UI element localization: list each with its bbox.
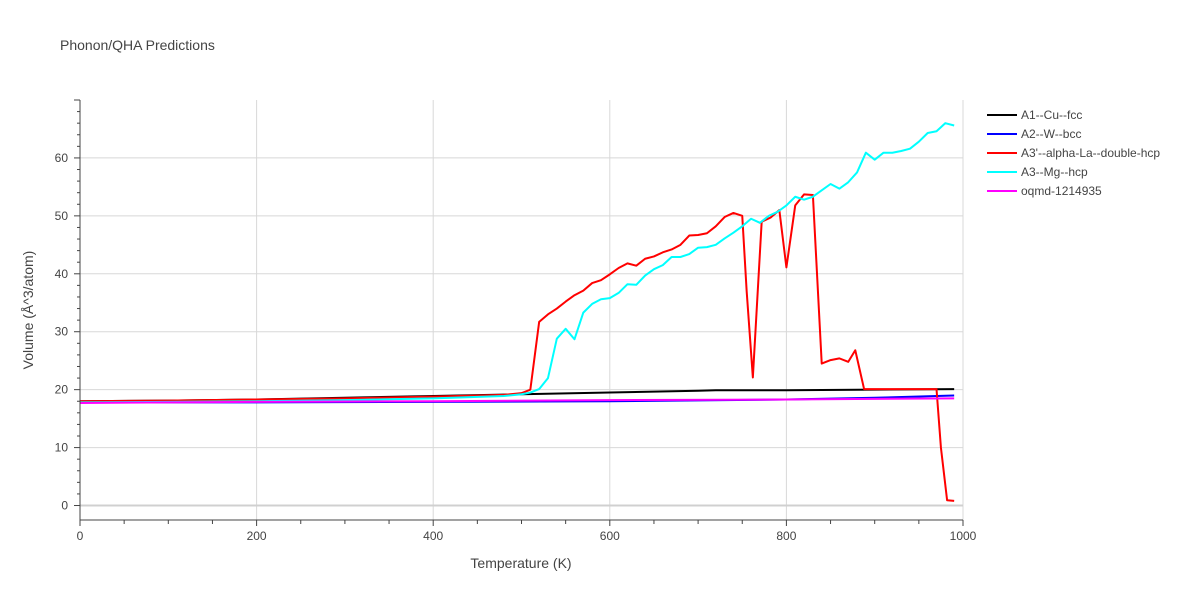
legend-label: A3'--alpha-La--double-hcp — [1021, 146, 1160, 160]
legend-label: oqmd-1214935 — [1021, 184, 1102, 198]
axes: 0 200 400 600 800 1000 0 10 20 30 40 50 60 — [55, 99, 977, 543]
x-tick-label: 1000 — [950, 529, 977, 543]
y-tick-label: 20 — [55, 383, 69, 397]
x-tick-label: 800 — [776, 529, 796, 543]
legend-label: A3--Mg--hcp — [1021, 165, 1088, 179]
y-tick-label: 0 — [61, 499, 68, 513]
y-tick-label: 10 — [55, 441, 69, 455]
chart-title: Phonon/QHA Predictions — [60, 37, 215, 53]
series-line-3[interactable] — [79, 193, 955, 502]
series-line-4[interactable] — [79, 122, 955, 404]
y-tick-label: 50 — [55, 209, 69, 223]
y-tick-label: 30 — [55, 325, 69, 339]
series-layer — [79, 122, 955, 502]
y-axis-title: Volume (Å^3/atom) — [20, 251, 36, 370]
x-tick-label: 200 — [247, 529, 267, 543]
x-tick-label: 0 — [77, 529, 84, 543]
legend-item[interactable]: A2--W--bcc — [987, 127, 1081, 141]
y-tick-label: 40 — [55, 267, 69, 281]
series-line-5[interactable] — [79, 397, 955, 404]
legend-item[interactable]: A3--Mg--hcp — [987, 165, 1088, 179]
legend-label: A1--Cu--fcc — [1021, 108, 1082, 122]
legend[interactable]: A1--Cu--fcc A2--W--bcc A3'--alpha-La--doub… — [987, 108, 1160, 198]
x-tick-label: 400 — [423, 529, 443, 543]
legend-item[interactable]: oqmd-1214935 — [987, 184, 1102, 198]
legend-label: A2--W--bcc — [1021, 127, 1081, 141]
legend-item[interactable]: A3'--alpha-La--double-hcp — [987, 146, 1160, 160]
grid — [80, 100, 964, 520]
y-tick-label: 60 — [55, 151, 69, 165]
x-axis-title: Temperature (K) — [470, 555, 571, 571]
legend-item[interactable]: A1--Cu--fcc — [987, 108, 1082, 122]
x-tick-label: 600 — [600, 529, 620, 543]
